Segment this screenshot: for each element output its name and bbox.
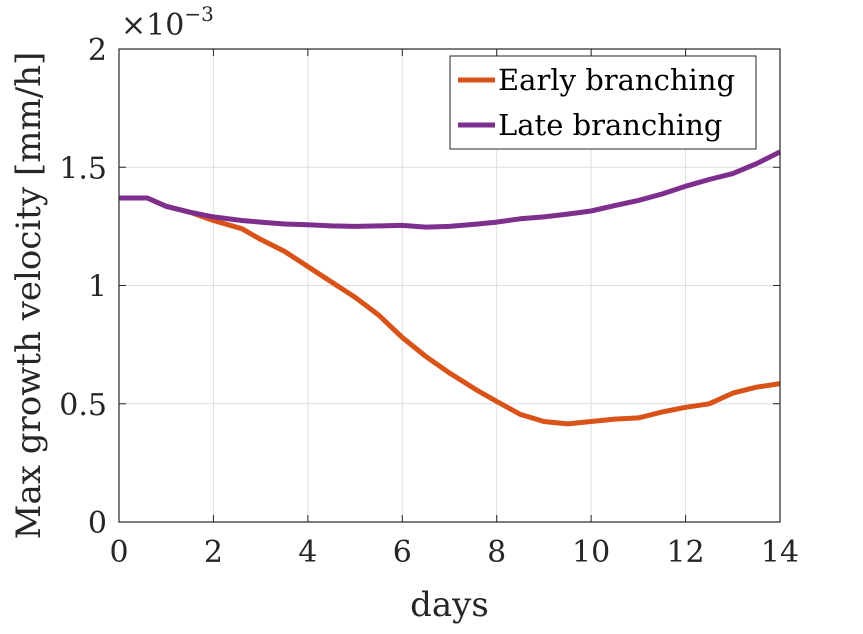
axis-ticks: 0 2 4 6 8 10 12 14 0 0.5 1 1.5 2 xyxy=(59,33,799,570)
x-tick-label: 4 xyxy=(298,535,317,570)
x-tick-label: 6 xyxy=(393,535,412,570)
y-exponent-base: ×10 xyxy=(121,8,184,43)
x-tick-label: 10 xyxy=(572,535,610,570)
y-tick-label: 1 xyxy=(88,270,107,305)
y-tick-label: 1.5 xyxy=(59,151,107,186)
y-axis-exponent: ×10−3 xyxy=(121,2,214,43)
legend-box xyxy=(449,55,757,150)
x-tick-label: 12 xyxy=(666,535,704,570)
x-axis-label: days xyxy=(410,585,489,625)
series-line-early-branching xyxy=(119,195,781,427)
y-tick-label: 2 xyxy=(88,33,107,68)
legend-label-late-branching: Late branching xyxy=(498,108,722,142)
y-axis-label: Max growth velocity [mm/h] xyxy=(9,52,49,540)
x-tick-label: 8 xyxy=(487,535,506,570)
x-tick-label: 14 xyxy=(761,535,799,570)
y-tick-label: 0.5 xyxy=(59,388,107,423)
x-tick-label: 0 xyxy=(109,535,128,570)
y-exponent-power: −3 xyxy=(184,2,213,26)
y-tick-label: 0 xyxy=(88,506,107,541)
series-lines xyxy=(119,149,782,427)
legend: Early branching Late branching xyxy=(449,55,757,150)
legend-label-early-branching: Early branching xyxy=(498,63,735,97)
series-line-late-branching xyxy=(119,149,782,230)
x-tick-label: 2 xyxy=(204,535,223,570)
